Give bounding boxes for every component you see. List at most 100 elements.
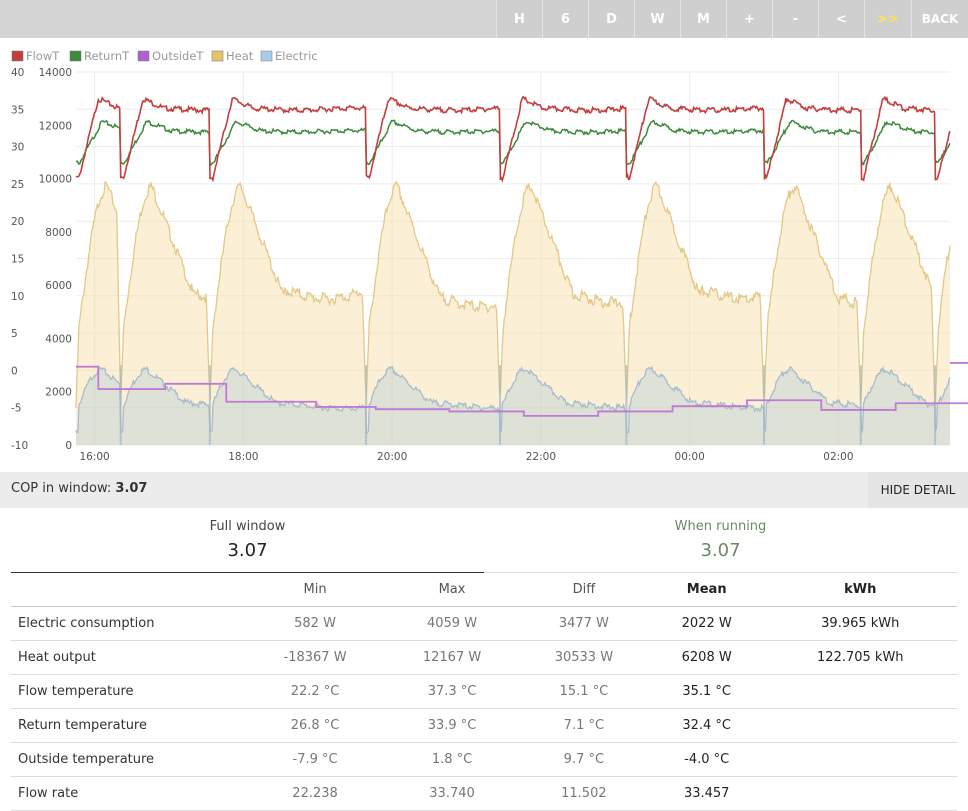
toolbar: H 6 D W M + - < >> BACK: [0, 0, 968, 38]
y-left-tick-label: 40: [11, 67, 24, 79]
cell-min: 26.8 °C: [244, 708, 387, 743]
stats-table: Min Max Diff Mean kWh Electric consumpti…: [11, 572, 957, 811]
table-row: Outside temperature -7.9 °C 1.8 °C 9.7 °C -4…: [11, 742, 957, 777]
header-mean: Mean: [649, 572, 764, 607]
stats-header-row: Min Max Diff Mean kWh: [11, 572, 957, 607]
toolbar-button-7[interactable]: <: [818, 0, 864, 38]
header-max: Max: [386, 572, 518, 607]
flowt-line: [75, 95, 951, 183]
hide-detail-button[interactable]: HIDE DETAIL: [868, 472, 968, 508]
full-window-tab[interactable]: Full window 3.07: [11, 516, 484, 573]
header-kwh: kWh: [763, 572, 957, 607]
cell-mean: 2022 W: [649, 606, 764, 641]
toolbar-button-6[interactable]: -: [772, 0, 818, 38]
cell-diff: 30533 W: [517, 640, 650, 675]
toolbar-button-8[interactable]: >>: [864, 0, 910, 38]
x-tick-label: 18:00: [228, 451, 258, 463]
electric-area: [76, 366, 950, 445]
legend-label-heat: Heat: [226, 49, 254, 63]
header-diff: Diff: [517, 572, 650, 607]
y-right-tick-label: 6000: [45, 280, 72, 292]
time-series-chart: FlowT ReturnT OutsideT Heat Electric 40 35 30 25…: [11, 49, 968, 463]
full-window-value: 3.07: [227, 540, 268, 561]
cell-kwh: [763, 742, 957, 777]
toolbar-button-0[interactable]: H: [496, 0, 542, 38]
toolbar-button-back[interactable]: BACK: [911, 0, 968, 38]
toolbar-button-2[interactable]: D: [588, 0, 634, 38]
cell-min: 22.2 °C: [244, 674, 387, 709]
when-running-tab[interactable]: When running 3.07: [484, 516, 957, 573]
header-min: Min: [244, 572, 387, 607]
cell-kwh: 122.705 kWh: [763, 640, 957, 675]
y-left-tick-label: 20: [11, 216, 24, 228]
legend-swatch-returnt: [69, 50, 82, 62]
legend-label-electric: Electric: [275, 49, 318, 63]
cell-mean: 35.1 °C: [649, 674, 764, 709]
y-right-tick-label: 12000: [39, 120, 72, 132]
table-row: Flow rate 22.238 33.740 11.502 33.457: [11, 776, 957, 811]
cell-min: -18367 W: [244, 640, 387, 675]
header-name: [11, 572, 244, 607]
outsidet-line: [76, 362, 968, 417]
cop-bar: COP in window: 3.07 HIDE DETAIL: [0, 472, 968, 508]
x-tick-label: 02:00: [823, 451, 853, 463]
cop-summary: Full window 3.07 When running 3.07: [11, 516, 957, 573]
toolbar-button-5[interactable]: +: [726, 0, 772, 38]
heat-line: [75, 180, 951, 409]
cop-value: 3.07: [115, 481, 148, 496]
cell-diff: 3477 W: [517, 606, 650, 641]
returnt-line: [75, 119, 951, 167]
toolbar-button-3[interactable]: W: [634, 0, 680, 38]
cell-max: 33.9 °C: [386, 708, 518, 743]
electric-line: [75, 365, 951, 435]
legend-swatch-heat: [211, 50, 224, 62]
cell-diff: 15.1 °C: [517, 674, 650, 709]
cell-name: Return temperature: [11, 708, 244, 743]
cell-max: 1.8 °C: [386, 742, 518, 777]
y-right-tick-label: 4000: [45, 333, 72, 345]
cell-kwh: [763, 708, 957, 743]
cell-min: 22.238: [244, 776, 387, 811]
cell-mean: 32.4 °C: [649, 708, 764, 743]
legend-label-outsidet: OutsideT: [152, 49, 204, 63]
y-right-tick-label: 10000: [39, 174, 72, 186]
full-window-title: Full window: [209, 519, 286, 534]
cell-max: 4059 W: [386, 606, 518, 641]
cell-max: 33.740: [386, 776, 518, 811]
cell-diff: 9.7 °C: [517, 742, 650, 777]
table-row: Electric consumption 582 W 4059 W 3477 W 202…: [11, 606, 957, 641]
cell-max: 12167 W: [386, 640, 518, 675]
heat-area: [76, 181, 950, 446]
cell-max: 37.3 °C: [386, 674, 518, 709]
legend-label-returnt: ReturnT: [84, 49, 130, 63]
cell-name: Flow rate: [11, 776, 244, 811]
cell-kwh: [763, 674, 957, 709]
y-right-tick-label: 2000: [45, 387, 72, 399]
cell-mean: -4.0 °C: [649, 742, 764, 777]
table-row: Flow temperature 22.2 °C 37.3 °C 15.1 °C 35.…: [11, 674, 957, 709]
cop-label: COP in window: 3.07: [11, 481, 148, 496]
when-running-title: When running: [674, 519, 767, 534]
legend-swatch-electric: [260, 50, 273, 62]
legend-swatch-outsidet: [137, 50, 150, 62]
y-left-tick-label: 15: [11, 254, 24, 266]
y-left-tick-label: 10: [11, 291, 24, 303]
table-row: Return temperature 26.8 °C 33.9 °C 7.1 °C 32…: [11, 708, 957, 743]
cell-mean: 6208 W: [649, 640, 764, 675]
y-left-tick-label: -10: [11, 440, 28, 452]
y-left-tick-label: 25: [11, 179, 24, 191]
y-right-tick-label: 0: [65, 440, 72, 452]
cell-name: Flow temperature: [11, 674, 244, 709]
cell-name: Heat output: [11, 640, 244, 675]
legend-swatch-flowt: [11, 50, 24, 62]
cell-kwh: [763, 776, 957, 811]
y-left-tick-label: 5: [11, 328, 18, 340]
y-left-tick-label: -5: [11, 403, 21, 415]
toolbar-button-1[interactable]: 6: [542, 0, 588, 38]
legend-label-flowt: FlowT: [26, 49, 60, 63]
x-tick-label: 20:00: [377, 451, 407, 463]
toolbar-button-4[interactable]: M: [680, 0, 726, 38]
when-running-value: 3.07: [700, 540, 741, 561]
cell-mean: 33.457: [649, 776, 764, 811]
